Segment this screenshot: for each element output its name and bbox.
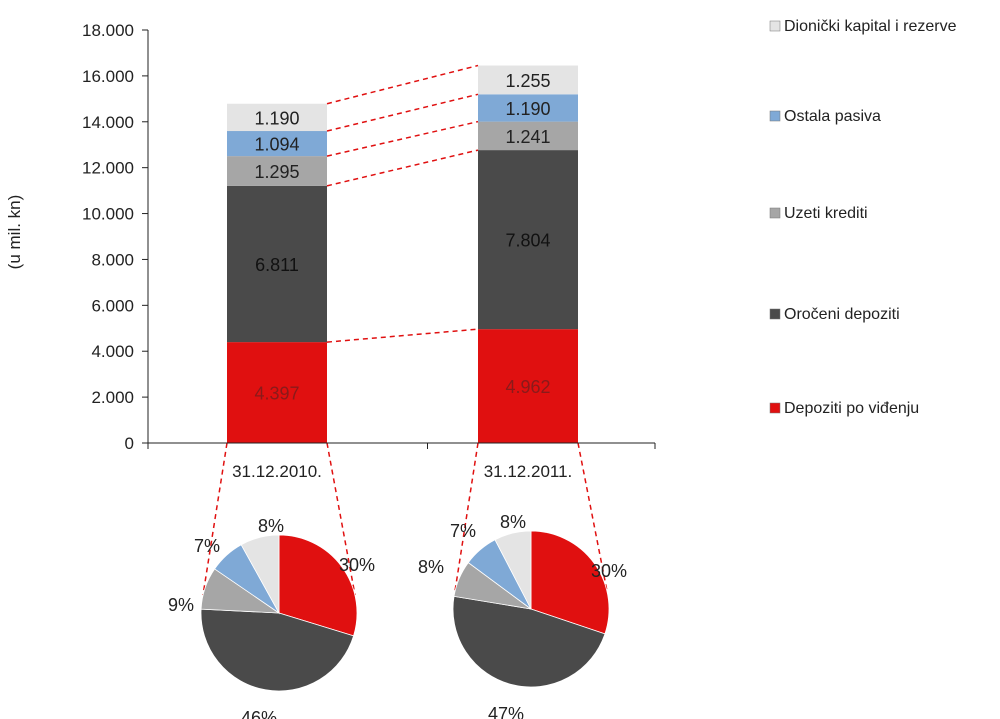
connector-line <box>454 442 479 592</box>
pie-percent-label: 7% <box>450 521 476 541</box>
data-label: 4.397 <box>254 384 299 404</box>
data-label: 6.811 <box>255 255 299 275</box>
pie-percent-label: 7% <box>194 536 220 556</box>
data-label: 7.804 <box>505 231 550 251</box>
bar-segment <box>478 94 578 122</box>
bars-layer: 4.397 6.811 1.295 1.094 1.190 4.962 7.804 1.241… <box>227 65 578 443</box>
connector-line <box>326 442 356 596</box>
y-tick-label: 18.000 <box>82 21 134 40</box>
pie-percent-label: 30% <box>339 555 375 575</box>
data-label: 4.962 <box>505 377 550 397</box>
legend-label: Ostala pasiva <box>784 108 881 125</box>
y-tick-label: 16.000 <box>82 67 134 86</box>
y-tick-label: 0 <box>125 434 134 453</box>
pie-slice <box>530 530 610 635</box>
legend-label: Oročeni depoziti <box>784 306 900 323</box>
y-tick-label: 12.000 <box>82 159 134 178</box>
data-label: 1.190 <box>505 99 550 119</box>
data-label: 1.241 <box>505 127 550 147</box>
legend-label: Uzeti krediti <box>784 205 868 222</box>
pie-percent-label: 8% <box>418 557 444 577</box>
connector-line <box>326 328 479 343</box>
legend-swatch <box>769 20 781 32</box>
y-tick-label: 10.000 <box>82 205 134 224</box>
y-tick-label: 8.000 <box>91 250 134 269</box>
connector-line <box>326 120 479 157</box>
pie-slice <box>494 530 532 610</box>
y-axis-title: (u mil. kn) <box>5 195 24 270</box>
connector-line <box>326 93 479 132</box>
bar-segment <box>478 65 578 95</box>
bar-segment <box>478 121 578 151</box>
pie-percent-label: 8% <box>258 516 284 536</box>
bar-segment <box>227 156 327 186</box>
data-label: 1.255 <box>505 71 550 91</box>
bar-segment <box>227 131 327 157</box>
data-label: 1.094 <box>254 135 299 155</box>
connector-line <box>326 149 479 187</box>
pie-slice <box>240 534 280 615</box>
connector-line <box>326 64 479 105</box>
pie-slice <box>200 608 355 692</box>
connector-lines <box>202 64 608 596</box>
pies-layer: 30% 46% 9% 7% 8% 30% 47% 8% 7% 8% <box>168 512 627 719</box>
bar-segment <box>478 329 578 443</box>
legend-swatch <box>769 308 781 320</box>
pie-percent-label: 8% <box>500 512 526 532</box>
pie-percent-label: 46% <box>241 708 277 719</box>
x-tick-label: 31.12.2010. <box>232 462 322 481</box>
pie-slice <box>452 595 606 688</box>
bar-segment <box>227 185 327 343</box>
y-tick-label: 6.000 <box>91 296 134 315</box>
pie-percent-label: 47% <box>488 704 524 719</box>
pie-slice <box>278 534 358 637</box>
legend-swatch <box>769 207 781 219</box>
legend-swatch <box>769 110 781 122</box>
y-tick-label: 2.000 <box>91 388 134 407</box>
y-tick-label: 14.000 <box>82 113 134 132</box>
legend-label: Dionički kapital i rezerve <box>784 18 957 35</box>
legend: Dionički kapital i rezerve Ostala pasiva U… <box>769 18 957 417</box>
data-label: 1.295 <box>254 162 299 182</box>
connector-line <box>577 442 608 592</box>
bar-segment <box>478 150 578 330</box>
bar-segment <box>227 342 327 443</box>
legend-swatch <box>769 402 781 414</box>
y-tick-label: 4.000 <box>91 342 134 361</box>
axes: 0 2.000 4.000 6.000 8.000 10.000 12.000 14.000 1… <box>82 21 656 481</box>
legend-label: Depoziti po viđenju <box>784 400 919 417</box>
pie-percent-label: 30% <box>591 561 627 581</box>
pie-percent-label: 9% <box>168 595 194 615</box>
bar-segment <box>227 103 327 132</box>
connector-line <box>202 442 228 596</box>
x-tick-label: 31.12.2011. <box>484 462 573 481</box>
data-label: 1.190 <box>254 108 299 128</box>
